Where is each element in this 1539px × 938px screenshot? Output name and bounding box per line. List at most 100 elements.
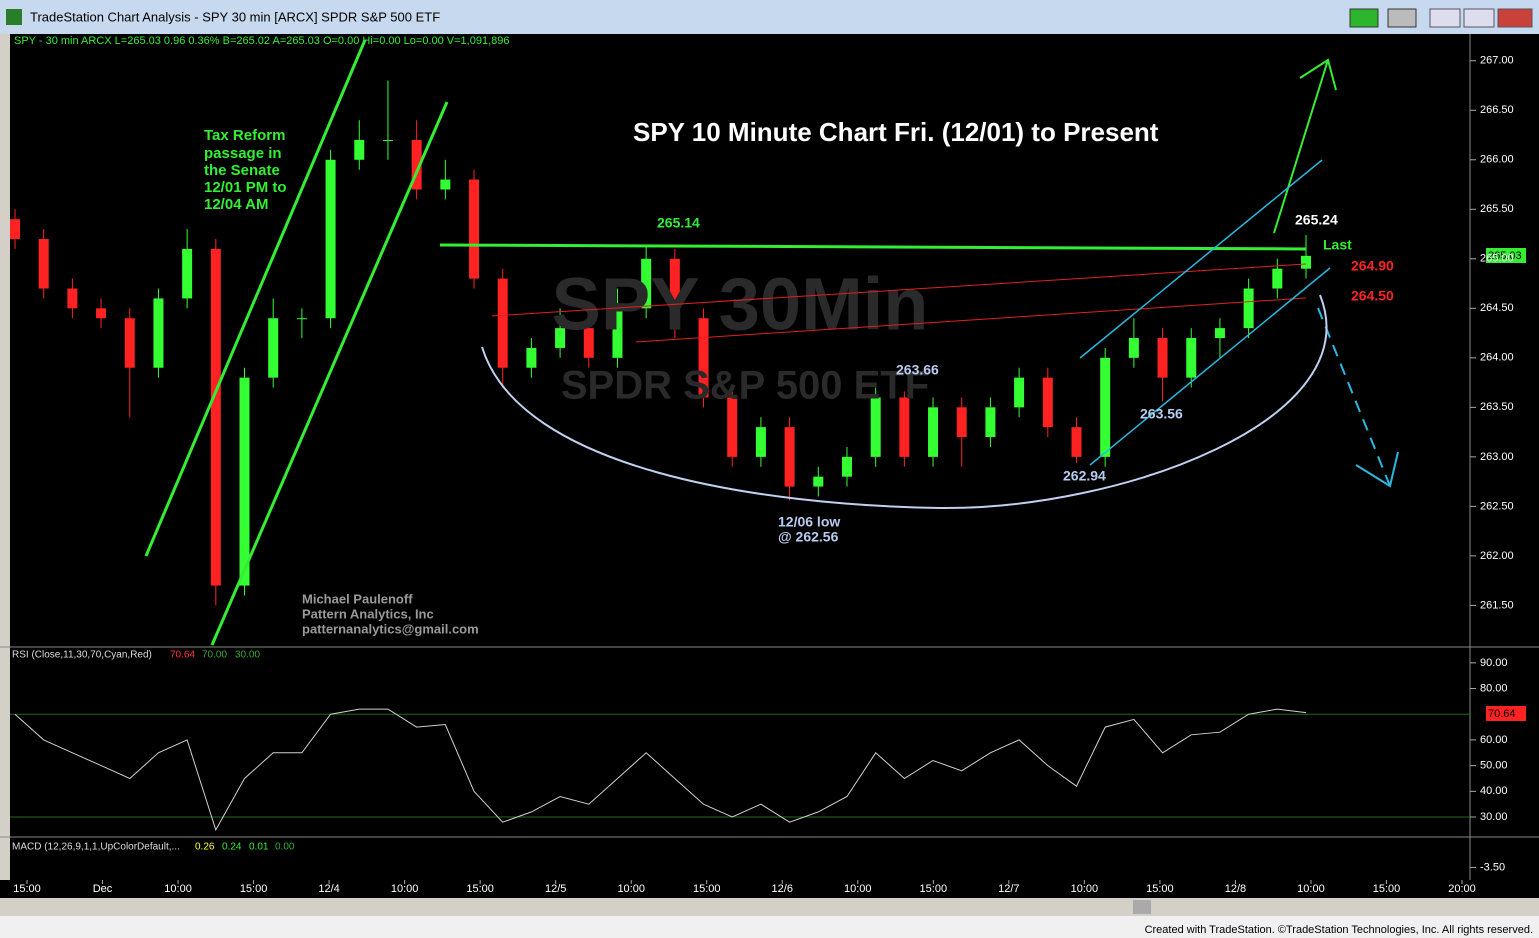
candle-body <box>382 139 393 141</box>
trend-line <box>210 101 449 646</box>
y-tick-label: 266.00 <box>1480 154 1514 166</box>
price-axis <box>1470 34 1539 880</box>
menu-button[interactable] <box>1387 8 1417 28</box>
x-tick-label: 15:00 <box>466 883 494 895</box>
minimize-button[interactable] <box>1429 8 1461 28</box>
maximize-button[interactable] <box>1463 8 1495 28</box>
candle-body <box>841 456 852 477</box>
candle-body <box>469 179 480 279</box>
last-price: 265.03 <box>1488 250 1522 262</box>
x-tick-label: 12/8 <box>1225 883 1246 895</box>
candle-body <box>124 318 135 368</box>
rsi-value: 70.64 <box>170 650 195 661</box>
annotation: 264.90 <box>1351 258 1394 274</box>
annotation: 262.94 <box>1063 468 1106 484</box>
symbol-button[interactable] <box>1349 8 1379 28</box>
macd-value: 0.24 <box>222 842 242 853</box>
y-tick-label: 265.50 <box>1480 203 1514 215</box>
rsi-line <box>14 708 1307 832</box>
candle-body <box>1100 357 1111 457</box>
candle-body <box>67 288 78 309</box>
candle-body <box>1272 268 1283 289</box>
y-tick-label: 261.50 <box>1480 599 1514 611</box>
candle-body <box>612 308 623 358</box>
annotation: 12/01 PM to <box>204 179 287 196</box>
candle-body <box>440 179 451 190</box>
footer: Created with TradeStation. ©TradeStation… <box>1145 924 1533 936</box>
macd-value: 0.26 <box>195 842 215 853</box>
close-button[interactable] <box>1497 8 1533 28</box>
y-tick-label: -3.50 <box>1480 861 1505 873</box>
y-tick-label: 264.50 <box>1480 302 1514 314</box>
x-tick-label: 12/5 <box>545 883 566 895</box>
x-tick-label: 10:00 <box>164 883 192 895</box>
candle-body <box>784 427 795 487</box>
x-tick-label: 10:00 <box>617 883 645 895</box>
candle-body <box>870 397 881 457</box>
scroll-thumb[interactable] <box>1133 900 1151 914</box>
annotation: Last <box>1323 237 1352 253</box>
candle-body <box>555 328 566 348</box>
rsi-last: 70.64 <box>1488 708 1516 720</box>
candle-body <box>1186 338 1197 378</box>
arrow-head <box>1355 451 1399 488</box>
candle-body <box>1301 255 1311 269</box>
candle-body <box>411 139 422 190</box>
candle-body <box>239 377 250 586</box>
candle-body <box>1014 377 1025 408</box>
candle-body <box>727 397 738 457</box>
x-tick-label: 20:00 <box>1448 883 1476 895</box>
x-tick-label: 10:00 <box>844 883 872 895</box>
info-line: SPY - 30 min ARCX L=265.03 0.96 0.36% B=… <box>14 35 509 47</box>
annotation: passage in <box>204 145 282 162</box>
candle-body <box>38 239 49 289</box>
drawings <box>144 39 1399 646</box>
candle-body <box>583 328 594 358</box>
y-tick-label: 263.50 <box>1480 401 1514 413</box>
candle-body <box>1042 377 1053 428</box>
watermark: SPDR S&P 500 ETF <box>561 364 929 408</box>
annotation: Tax Reform <box>204 127 285 144</box>
author: Michael Paulenoff <box>302 591 413 606</box>
candle-body <box>268 318 279 378</box>
x-tick-label: 10:00 <box>1071 883 1099 895</box>
candle-body <box>698 318 709 398</box>
trend-line <box>635 297 1307 343</box>
rsi-label: RSI (Close,11,30,70,Cyan,Red) <box>12 650 152 661</box>
footer-bar <box>0 916 1539 938</box>
y-tick-label: 40.00 <box>1480 785 1508 797</box>
x-tick-label: 15:00 <box>1373 883 1401 895</box>
rsi-value: 70.00 <box>202 650 227 661</box>
annotation: 263.56 <box>1140 406 1183 422</box>
x-tick-label: 15:00 <box>240 883 268 895</box>
x-tick-label: 10:00 <box>391 883 419 895</box>
annotation: the Senate <box>204 162 280 179</box>
y-tick-label: 90.00 <box>1480 657 1508 669</box>
title-bar <box>0 0 1539 34</box>
candle-body <box>153 298 164 368</box>
annotation: 12/04 AM <box>204 196 268 213</box>
y-tick-label: 50.00 <box>1480 760 1508 772</box>
candle-body <box>956 407 967 438</box>
y-tick-label: 262.50 <box>1480 500 1514 512</box>
x-tick-label: 12/4 <box>318 883 339 895</box>
y-tick-label: 262.00 <box>1480 550 1514 562</box>
annotation: 265.14 <box>657 215 700 231</box>
y-tick-label: 265.00 <box>1480 253 1514 265</box>
scrollbar[interactable] <box>0 898 1539 916</box>
y-tick-label: 30.00 <box>1480 811 1508 823</box>
y-tick-label: 80.00 <box>1480 682 1508 694</box>
candle-body <box>641 258 652 309</box>
y-tick-label: 266.50 <box>1480 104 1514 116</box>
x-tick-label: 12/7 <box>998 883 1019 895</box>
annotation: 265.24 <box>1295 212 1338 228</box>
annotation: 264.50 <box>1351 288 1394 304</box>
x-tick-label: 15:00 <box>13 883 41 895</box>
x-tick-label: 10:00 <box>1297 883 1325 895</box>
cup-curve <box>481 294 1328 510</box>
candle-body <box>325 159 336 319</box>
rsi-tag <box>1486 706 1526 721</box>
x-tick-label: Dec <box>93 883 113 895</box>
candle-body <box>96 308 107 319</box>
